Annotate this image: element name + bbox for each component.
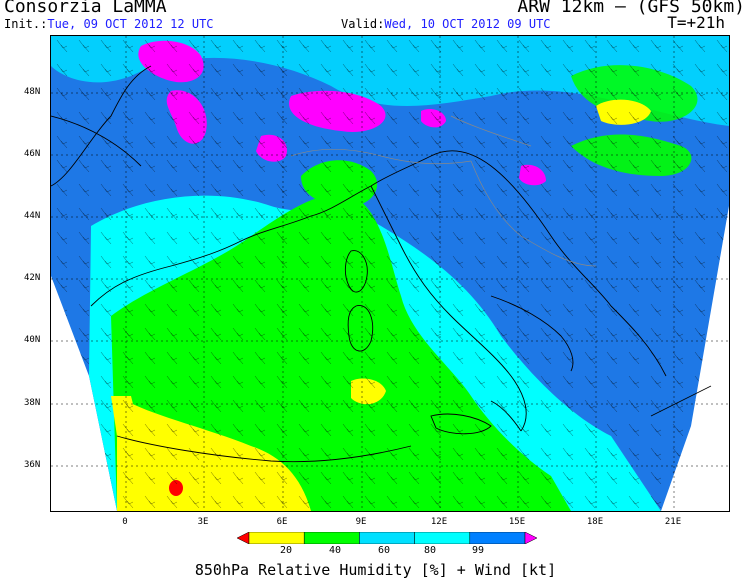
lon-label-12e: 12E xyxy=(430,517,448,527)
init-time: Init.:Tue, 09 OCT 2012 12 UTC xyxy=(4,17,214,31)
valid-value: Wed, 10 OCT 2012 09 UTC xyxy=(384,17,551,31)
lat-label-40n: 40N xyxy=(24,335,41,345)
colorbar-tick-20: 20 xyxy=(279,545,293,556)
map-caption: 850hPa Relative Humidity [%] + Wind [kt] xyxy=(194,561,557,579)
colorbar-cell xyxy=(303,532,360,544)
colorbar-tick-80: 80 xyxy=(423,545,437,556)
colorbar-tick-40: 40 xyxy=(328,545,342,556)
lon-label-0: 0 xyxy=(122,517,128,527)
lat-label-38n: 38N xyxy=(24,398,41,408)
init-label: Init.: xyxy=(4,17,48,31)
colorbar-tick-60: 60 xyxy=(377,545,391,556)
organization-title: Consorzia LaMMA xyxy=(4,0,167,17)
humidity-field xyxy=(51,36,729,511)
colorbar-cell xyxy=(237,532,250,544)
valid-time: Valid:Wed, 10 OCT 2012 09 UTC xyxy=(341,17,551,31)
model-title: ARW 12km – (GFS 50km) xyxy=(517,0,745,17)
lat-label-46n: 46N xyxy=(24,149,41,159)
lon-label-3e: 3E xyxy=(197,517,209,527)
lat-label-44n: 44N xyxy=(24,211,41,221)
lat-label-36n: 36N xyxy=(24,460,41,470)
lat-label-42n: 42N xyxy=(24,273,41,283)
grid-lines xyxy=(51,36,729,511)
lon-label-21e: 21E xyxy=(664,517,682,527)
lon-label-9e: 9E xyxy=(355,517,367,527)
colorbar-cell xyxy=(248,532,305,544)
wind-barbs xyxy=(51,36,729,511)
humidity-wind-map[interactable] xyxy=(50,35,730,512)
colorbar-cell xyxy=(359,532,415,544)
colorbar-cell xyxy=(469,532,526,544)
lon-label-6e: 6E xyxy=(276,517,288,527)
forecast-timestep: T=+21h xyxy=(667,13,725,32)
lat-label-48n: 48N xyxy=(24,87,41,97)
lon-label-15e: 15E xyxy=(508,517,526,527)
valid-label: Valid: xyxy=(341,17,385,31)
border-lines xyxy=(290,115,597,267)
init-value: Tue, 09 OCT 2012 12 UTC xyxy=(47,17,214,31)
map-svg xyxy=(51,36,729,511)
colorbar-cell xyxy=(524,532,537,544)
colorbar-tick-99: 99 xyxy=(471,545,485,556)
colorbar xyxy=(237,532,537,544)
lon-label-18e: 18E xyxy=(586,517,604,527)
colorbar-cell xyxy=(414,532,471,544)
